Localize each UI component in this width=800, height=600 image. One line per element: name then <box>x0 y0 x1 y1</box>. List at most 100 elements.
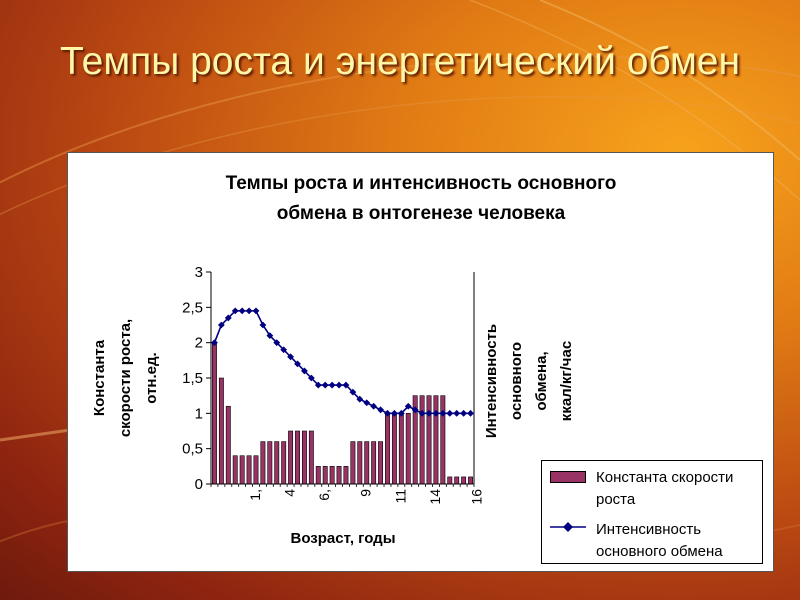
growth-bar <box>378 441 384 485</box>
growth-bar <box>398 413 404 485</box>
x-tick-label: 1, <box>247 489 263 501</box>
chart-title-line-1: Темпы роста и интенсивность основного <box>226 173 617 194</box>
metabolism-line <box>213 310 471 415</box>
y-tick-label: 2 <box>195 335 203 352</box>
metabolism-point <box>384 409 391 417</box>
metabolism-point <box>439 409 447 417</box>
metabolism-point <box>335 381 343 389</box>
metabolism-point <box>446 409 454 417</box>
x-tick-label: 4 <box>282 489 298 497</box>
growth-bar <box>385 413 390 485</box>
chart-title-line-2: обмена в онтогенезе человека <box>277 203 566 224</box>
metabolism-point <box>273 339 281 347</box>
metabolism-point <box>453 409 461 417</box>
growth-bar <box>336 466 342 485</box>
metabolism-point <box>328 381 336 389</box>
metabolism-point <box>211 339 218 347</box>
growth-bar <box>212 342 217 485</box>
metabolism-point <box>363 399 371 407</box>
growth-bar <box>440 395 446 485</box>
right-axis-label-line-1: Интенсивность <box>483 324 500 438</box>
metabolism-point <box>224 314 232 322</box>
chart-legend: Константа скорости роста Интенсивность о… <box>541 460 763 564</box>
plot-area: 0 0,5 1 1,5 2 2,5 3 1, 4 6, 9 11 14 16 <box>182 264 484 505</box>
legend-item-metabolism: Интенсивность основного обмена <box>550 519 761 563</box>
right-axis-label-line-3: обмена, <box>533 351 550 410</box>
growth-bar <box>295 430 300 485</box>
legend-label-growth: Константа скорости роста <box>596 469 734 508</box>
growth-bar <box>426 395 432 485</box>
growth-bar <box>357 441 363 485</box>
metabolism-point <box>432 409 440 417</box>
growth-bar <box>405 413 411 485</box>
right-axis-label-line-4: ккал/кг/час <box>558 341 575 421</box>
growth-bar <box>246 455 252 485</box>
metabolism-point <box>349 388 357 396</box>
metabolism-point <box>377 406 384 414</box>
chart-panel: Темпы роста и интенсивность основного об… <box>67 152 774 572</box>
left-axis-label-line-2: скорости роста, <box>117 319 134 437</box>
right-axis-label: Интенсивность основного обмена, ккал/кг/… <box>483 324 575 438</box>
growth-bar <box>350 441 356 485</box>
x-tick-label: 11 <box>392 489 408 504</box>
metabolism-point <box>301 367 308 375</box>
left-axis-label-line-1: Константа <box>91 339 108 416</box>
metabolism-point <box>231 307 239 315</box>
growth-bar <box>461 476 467 485</box>
growth-bar <box>288 430 294 485</box>
metabolism-point <box>259 321 267 329</box>
growth-bar <box>315 466 321 485</box>
y-tick-label: 3 <box>195 264 203 281</box>
growth-bar <box>274 441 280 485</box>
growth-bar <box>308 430 314 485</box>
legend-label-metabolism: Интенсивность основного обмена <box>596 521 723 560</box>
growth-bar <box>364 441 370 485</box>
growth-bar <box>301 430 307 485</box>
growth-bar <box>371 441 377 485</box>
growth-bar <box>239 455 245 485</box>
growth-bar <box>218 377 224 485</box>
metabolism-point <box>356 395 364 403</box>
y-tick-label: 0 <box>195 476 203 493</box>
y-tick-label: 1 <box>195 405 203 422</box>
x-tick-label: 16 <box>468 489 484 505</box>
growth-bar <box>329 466 335 485</box>
x-tick-label: 9 <box>358 489 374 497</box>
x-axis-label: Возраст, годы <box>291 530 396 547</box>
x-tick-label: 14 <box>427 489 443 505</box>
metabolism-point <box>238 307 246 315</box>
legend-item-growth: Константа скорости роста <box>550 467 761 511</box>
growth-bar <box>447 476 453 485</box>
slide-title: Темпы роста и энергетический обмен <box>60 40 740 83</box>
metabolism-point <box>280 346 288 354</box>
growth-bar <box>260 441 266 485</box>
metabolism-point <box>287 353 294 361</box>
metabolism-point <box>252 307 260 315</box>
left-axis-label: Константа скорости роста, отн.ед. <box>91 319 160 437</box>
metabolism-point <box>314 381 322 389</box>
x-tick-label: 6, <box>316 489 332 501</box>
metabolism-point <box>397 409 405 417</box>
metabolism-point <box>245 307 253 315</box>
metabolism-point <box>307 374 315 382</box>
growth-bar <box>253 455 259 485</box>
metabolism-point <box>391 409 398 417</box>
growth-bar <box>391 413 397 485</box>
growth-bar <box>322 466 328 485</box>
growth-bar <box>225 405 231 485</box>
right-axis-label-line-2: основного <box>508 342 525 420</box>
metabolism-point <box>321 381 329 389</box>
growth-bar <box>343 466 349 485</box>
y-tick-label: 1,5 <box>182 370 203 387</box>
metabolism-point <box>418 409 426 417</box>
growth-bar <box>232 455 238 485</box>
metabolism-point <box>467 409 474 417</box>
legend-line-swatch <box>550 522 586 532</box>
metabolism-point <box>404 402 412 410</box>
metabolism-point <box>342 381 350 389</box>
metabolism-point <box>411 406 419 414</box>
metabolism-point <box>266 332 274 339</box>
growth-bar <box>267 441 273 485</box>
legend-bar-swatch <box>550 471 586 483</box>
metabolism-point <box>294 360 301 368</box>
